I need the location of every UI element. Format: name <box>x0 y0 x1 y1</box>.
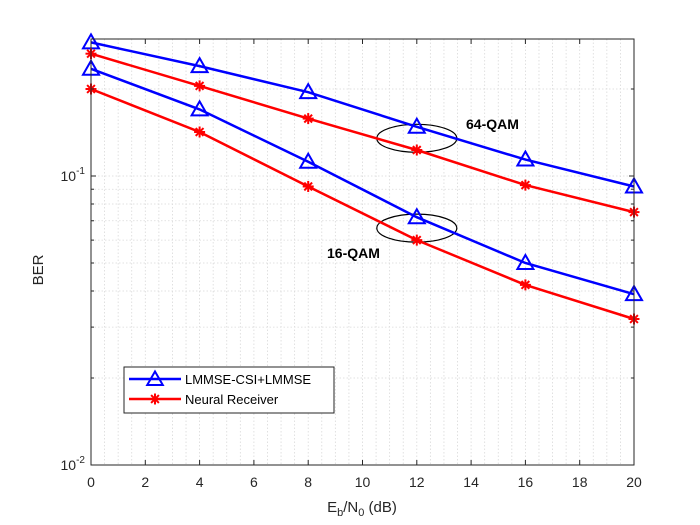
x-tick-label: 2 <box>141 474 149 490</box>
x-tick-label: 10 <box>355 474 371 490</box>
triangle-marker <box>298 151 318 169</box>
x-axis-label: Eb/N0 (dB) <box>327 499 397 519</box>
x-label-n: /N <box>343 499 358 516</box>
asterisk-marker <box>194 80 206 92</box>
triangle-marker <box>515 252 536 270</box>
x-tick-label: 6 <box>250 474 258 490</box>
triangle-marker <box>189 99 210 117</box>
y-tick-base: 10 <box>61 457 77 473</box>
legend: LMMSE-CSI+LMMSE Neural Receiver <box>123 366 335 414</box>
legend-label-lmmse: LMMSE-CSI+LMMSE <box>185 372 311 387</box>
asterisk-marker <box>411 144 423 156</box>
x-tick-label: 8 <box>304 474 312 490</box>
y-tick-label: 10-2 <box>61 455 86 473</box>
x-label-b-sub: b <box>337 507 343 519</box>
x-tick-label: 14 <box>463 474 479 490</box>
series-16-QAM-lmmse <box>81 58 644 302</box>
annotation-64qam: 64-QAM <box>466 116 519 132</box>
annotation-16qam: 16-QAM <box>327 245 380 261</box>
asterisk-marker <box>302 180 314 192</box>
x-tick-label: 18 <box>572 474 588 490</box>
triangle-marker <box>189 56 210 74</box>
asterisk-marker <box>411 234 423 246</box>
series-line <box>90 87 635 321</box>
x-tick-label: 16 <box>518 474 534 490</box>
x-label-unit: (dB) <box>364 499 397 516</box>
y-tick-exponent: -1 <box>76 166 85 177</box>
asterisk-marker <box>302 113 314 125</box>
legend-label-neural: Neural Receiver <box>185 392 279 407</box>
asterisk-marker <box>519 179 531 191</box>
y-tick-base: 10 <box>61 168 77 184</box>
x-tick-label: 12 <box>409 474 425 490</box>
y-tick-label: 10-1 <box>61 166 86 184</box>
triangle-marker <box>515 149 536 167</box>
y-tick-exponent: -2 <box>76 455 85 466</box>
series-line <box>90 52 635 214</box>
triangle-marker <box>407 116 427 134</box>
x-tick-label: 0 <box>87 474 95 490</box>
x-tick-label: 20 <box>626 474 642 490</box>
triangle-marker <box>298 82 318 100</box>
x-label-0-sub: 0 <box>358 507 364 519</box>
x-tick-label: 4 <box>196 474 204 490</box>
legend-marker-triangle <box>145 369 165 386</box>
legend-marker-asterisk <box>149 393 161 405</box>
series-64-QAM-neural <box>85 48 640 218</box>
series-lines <box>81 32 644 325</box>
x-label-e: E <box>327 499 337 516</box>
series-line <box>90 67 635 296</box>
series-line <box>90 41 635 188</box>
triangle-marker <box>407 207 427 225</box>
legend-box <box>123 366 335 414</box>
asterisk-marker <box>194 126 206 138</box>
asterisk-marker <box>519 279 531 291</box>
y-axis-label: BER <box>30 254 47 285</box>
